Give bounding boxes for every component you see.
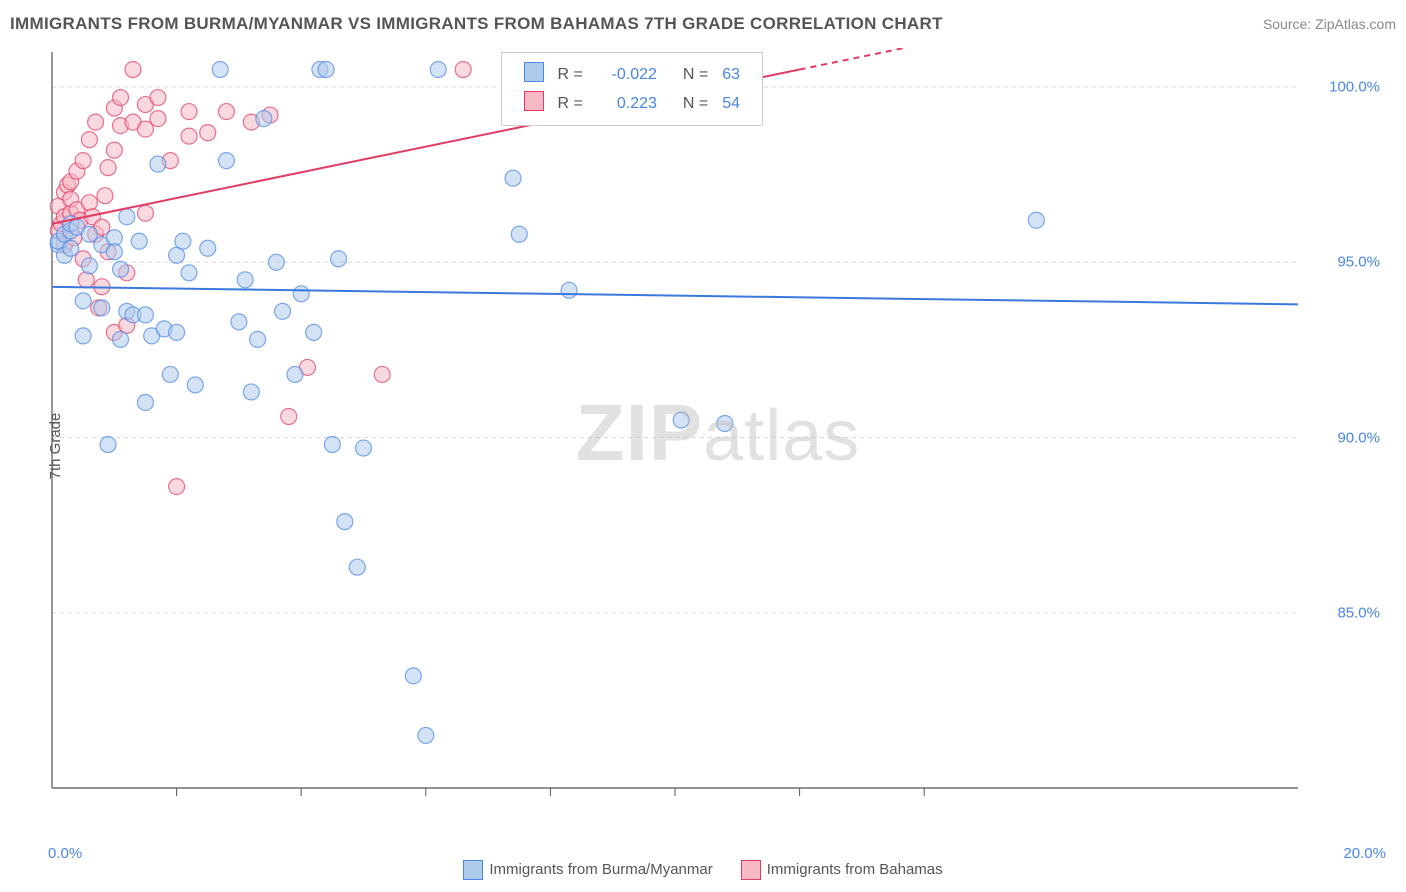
legend-item: Immigrants from Bahamas [741, 860, 943, 880]
legend-n-label: N = [665, 61, 714, 88]
y-tick-label: 90.0% [1337, 429, 1380, 446]
legend-swatch [741, 860, 761, 880]
legend-swatch [524, 62, 544, 82]
y-tick-label: 95.0% [1337, 254, 1380, 271]
plot-area: ZIPatlas R =-0.022N =63R =0.223N =54 85.… [48, 48, 1388, 818]
legend-n-label: N = [665, 90, 714, 117]
y-tick-label: 85.0% [1337, 604, 1380, 621]
chart-header: IMMIGRANTS FROM BURMA/MYANMAR VS IMMIGRA… [10, 10, 1396, 38]
legend-item: Immigrants from Burma/Myanmar [463, 860, 712, 880]
chart-source: Source: ZipAtlas.com [1263, 16, 1396, 32]
legend-r-value: 0.223 [591, 90, 663, 117]
legend-n-value: 63 [716, 61, 746, 88]
legend-label: Immigrants from Bahamas [767, 861, 943, 878]
legend-stats-row: R =-0.022N =63 [518, 61, 746, 88]
legend-r-value: -0.022 [591, 61, 663, 88]
series-legend: Immigrants from Burma/Myanmar Immigrants … [0, 860, 1406, 880]
stats-legend-box: R =-0.022N =63R =0.223N =54 [501, 52, 763, 126]
chart-svg [48, 48, 1388, 818]
legend-n-value: 54 [716, 90, 746, 117]
legend-r-label: R = [552, 61, 589, 88]
legend-swatch [463, 860, 483, 880]
legend-swatch [524, 91, 544, 111]
legend-label: Immigrants from Burma/Myanmar [489, 861, 712, 878]
y-tick-label: 100.0% [1329, 79, 1380, 96]
chart-title: IMMIGRANTS FROM BURMA/MYANMAR VS IMMIGRA… [10, 14, 943, 34]
legend-r-label: R = [552, 90, 589, 117]
legend-stats-row: R =0.223N =54 [518, 90, 746, 117]
